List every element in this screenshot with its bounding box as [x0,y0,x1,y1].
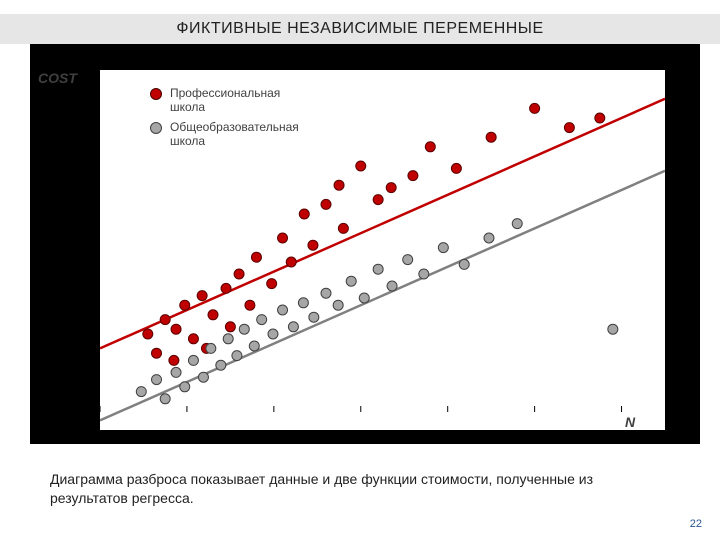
point-occupational [160,315,170,325]
point-occupational [308,240,318,250]
page-number: 22 [690,518,702,530]
point-regular [373,264,383,274]
point-regular [333,300,343,310]
point-regular [288,322,298,332]
point-regular [309,312,319,322]
point-occupational [386,183,396,193]
point-regular [239,324,249,334]
point-regular [249,341,259,351]
point-regular [198,372,208,382]
point-occupational [425,142,435,152]
point-occupational [208,310,218,320]
legend-item: Общеобразовательная школа [150,120,310,148]
point-occupational [373,195,383,205]
point-occupational [152,348,162,358]
point-regular [403,255,413,265]
point-regular [512,219,522,229]
point-regular [346,276,356,286]
point-regular [484,233,494,243]
legend-label: Общеобразовательная школа [170,120,310,148]
point-regular [438,243,448,253]
point-occupational [169,355,179,365]
point-regular [206,343,216,353]
point-occupational [197,291,207,301]
x-axis-label: N [625,414,635,430]
legend-item: Профессиональная школа [150,86,310,114]
point-regular [171,367,181,377]
point-regular [160,394,170,404]
point-occupational [334,180,344,190]
legend-dot-icon [150,88,162,100]
point-occupational [338,223,348,233]
y-axis-label: COST [38,70,77,86]
legend-dot-icon [150,122,162,134]
point-regular [232,351,242,361]
point-regular [180,382,190,392]
legend-label: Профессиональная школа [170,86,310,114]
point-regular [298,298,308,308]
point-occupational [171,324,181,334]
point-occupational [299,209,309,219]
point-occupational [486,132,496,142]
point-regular [419,269,429,279]
point-regular [387,281,397,291]
point-occupational [267,279,277,289]
page-title: ФИКТИВНЫЕ НЕЗАВИСИМЫЕ ПЕРЕМЕННЫЕ [0,14,720,44]
point-regular [359,293,369,303]
point-regular [223,334,233,344]
point-occupational [451,163,461,173]
point-regular [188,355,198,365]
point-occupational [564,123,574,133]
point-regular [136,387,146,397]
point-occupational [286,257,296,267]
point-occupational [278,233,288,243]
point-regular [608,324,618,334]
point-occupational [221,283,231,293]
point-occupational [251,252,261,262]
point-regular [152,375,162,385]
point-occupational [408,171,418,181]
y-stack-labels: 100000 [38,56,71,67]
point-regular [459,259,469,269]
point-regular [268,329,278,339]
point-occupational [225,322,235,332]
point-occupational [143,329,153,339]
point-regular [216,360,226,370]
caption-text: Диаграмма разброса показывает данные и д… [50,470,670,508]
point-regular [257,315,267,325]
point-occupational [245,300,255,310]
point-occupational [188,334,198,344]
point-regular [321,288,331,298]
point-occupational [530,103,540,113]
point-occupational [321,199,331,209]
point-occupational [234,269,244,279]
point-occupational [356,161,366,171]
point-regular [278,305,288,315]
legend: Профессиональная школа Общеобразовательна… [150,86,310,154]
point-occupational [595,113,605,123]
point-occupational [180,300,190,310]
